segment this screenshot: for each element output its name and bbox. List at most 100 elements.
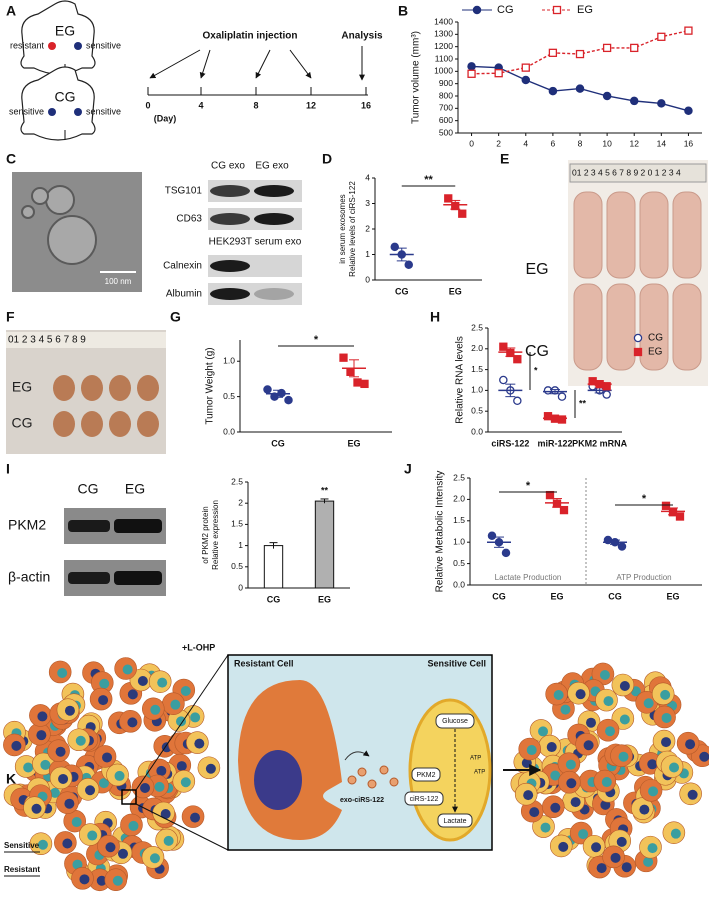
nucleus	[23, 762, 34, 773]
nucleus	[687, 789, 698, 800]
blot-row: CD63	[176, 214, 202, 225]
point	[602, 390, 611, 399]
blot-row: Albumin	[166, 289, 202, 300]
nucleus	[149, 853, 160, 864]
nucleus	[685, 739, 696, 750]
nucleus	[550, 770, 561, 781]
legend-label: CG	[648, 333, 663, 344]
legend-label: EG	[577, 4, 593, 16]
x-tick-label: 10	[602, 138, 612, 148]
x-tick-label: CG	[267, 594, 281, 604]
nucleus	[160, 809, 171, 820]
node-box	[404, 791, 444, 806]
nucleus	[180, 777, 191, 788]
point	[602, 91, 612, 101]
x-tick-label: 16	[684, 138, 694, 148]
day-label: 4	[198, 100, 203, 110]
panel-letter: G	[170, 309, 181, 325]
y-tick-label: 1.5	[231, 519, 243, 529]
nucleus	[601, 777, 612, 788]
nucleus	[670, 828, 681, 839]
nucleus	[176, 716, 187, 727]
y-tick-label: 2	[238, 497, 243, 507]
label: Analysis	[341, 31, 383, 42]
tumor	[137, 375, 159, 401]
significance: *	[642, 493, 647, 505]
nucleus	[102, 752, 113, 763]
node-box	[411, 767, 441, 782]
y-tick-label: 1.5	[453, 515, 465, 525]
nucleus	[64, 798, 75, 809]
nucleus	[639, 804, 650, 815]
panel-letter: I	[6, 461, 10, 477]
nucleus	[55, 746, 66, 757]
y-tick-label: 2	[365, 223, 370, 233]
label: HEK293T serum exo	[209, 237, 302, 248]
nucleus	[254, 750, 302, 810]
blot-column: EG exo	[255, 161, 289, 172]
nucleus	[661, 737, 672, 748]
mouse-photo	[573, 191, 603, 279]
point	[499, 342, 508, 351]
label: Glucose	[442, 718, 468, 725]
significance: *	[526, 480, 531, 492]
label: PKM2	[416, 772, 435, 779]
x-tick-label: 0	[469, 138, 474, 148]
point	[513, 396, 522, 406]
point	[657, 99, 666, 108]
nucleus	[540, 822, 551, 833]
bar	[314, 500, 335, 589]
point	[494, 69, 503, 78]
mouse-photo	[606, 283, 636, 371]
point	[684, 26, 693, 35]
blot-row: TSG101	[165, 186, 203, 197]
band	[68, 520, 110, 532]
nucleus	[529, 807, 540, 818]
x-tick-label: 12	[629, 138, 639, 148]
day-label: 12	[306, 100, 316, 110]
y-tick-label: 1.0	[471, 385, 483, 395]
arrow	[149, 49, 201, 79]
label: sensitive	[86, 40, 121, 50]
tumor	[109, 411, 131, 437]
significance: **	[579, 398, 587, 408]
inset-marker	[121, 789, 137, 805]
nucleus	[170, 699, 181, 710]
nucleus	[660, 689, 671, 700]
x-tick-label: EG	[347, 438, 360, 448]
tumor	[53, 411, 75, 437]
legend-marker	[633, 347, 643, 357]
label: EG	[12, 379, 32, 395]
nucleus	[99, 678, 110, 689]
point	[339, 353, 348, 362]
arrow	[199, 49, 211, 79]
y-tick-label: 2.5	[231, 476, 243, 486]
nucleus	[190, 812, 201, 823]
nucleus	[112, 875, 123, 886]
nucleus	[648, 786, 659, 797]
label: Sensitive Cell	[427, 658, 486, 668]
nucleus	[565, 759, 576, 770]
nucleus	[85, 785, 96, 796]
point	[575, 84, 585, 93]
panel-letter: J	[404, 461, 412, 477]
x-tick-label: EG	[449, 286, 462, 296]
tumor-dot	[74, 108, 82, 116]
label: Lactate	[444, 818, 467, 825]
nucleus	[566, 778, 577, 789]
y-tick-label: 1000	[434, 66, 453, 76]
tumor	[109, 375, 131, 401]
label: 01 2 3 4 5 6 7 8 9	[8, 335, 86, 346]
y-tick-label: 1300	[434, 29, 453, 39]
y-tick-label: 800	[439, 90, 453, 100]
y-tick-label: 2.5	[471, 322, 483, 332]
point	[657, 32, 666, 41]
vesicle	[31, 187, 49, 205]
point	[559, 505, 569, 515]
label: sensitive	[9, 106, 44, 116]
nucleus	[616, 836, 627, 847]
tumor-dot	[48, 108, 56, 116]
nucleus	[150, 704, 161, 715]
point	[521, 63, 530, 72]
